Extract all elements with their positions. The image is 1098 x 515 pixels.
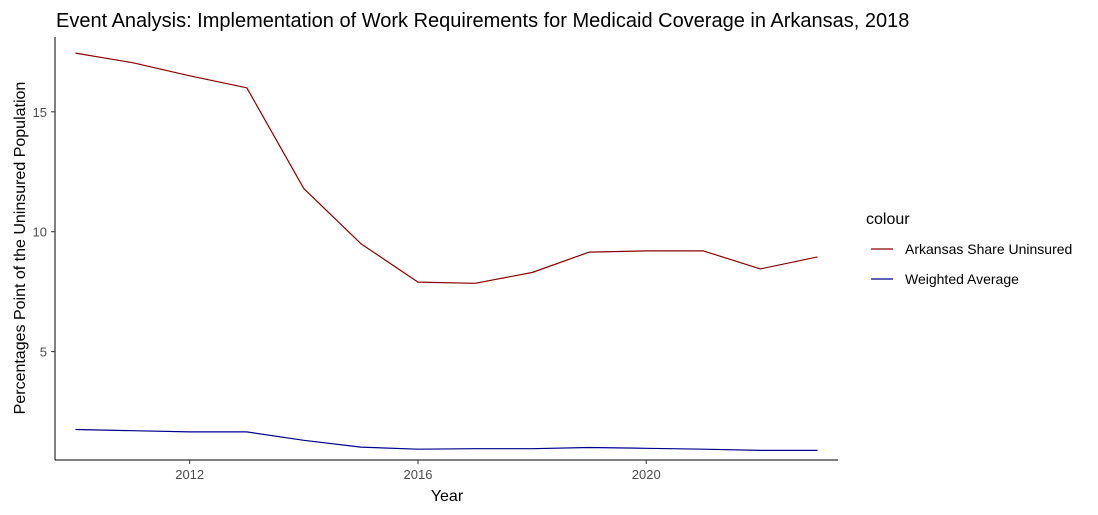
series-line-arkansas-share-uninsured	[75, 52, 818, 284]
y-axis-title: Percentages Point of the Uninsured Popul…	[12, 82, 29, 415]
x-axis-title: Year	[431, 488, 464, 505]
tick-layer: 2012 2016 2020 5 10 15	[33, 105, 661, 482]
legend-label: Weighted Average	[905, 271, 1019, 287]
y-tick-label: 15	[33, 105, 47, 120]
x-tick-label: 2012	[175, 467, 204, 482]
plot-area: 2012 2016 2020 5 10 15	[33, 37, 838, 482]
legend-items: Arkansas Share Uninsured Weighted Average	[871, 241, 1072, 287]
y-tick-label: 10	[33, 225, 47, 240]
series-line-weighted-average	[75, 428, 818, 451]
chart-title: Event Analysis: Implementation of Work R…	[56, 10, 909, 32]
x-tick-label: 2016	[404, 467, 433, 482]
legend-title: colour	[866, 211, 910, 228]
legend-label: Arkansas Share Uninsured	[905, 241, 1072, 257]
legend: colour Arkansas Share Uninsured Weighted …	[866, 211, 1072, 287]
series-layer	[75, 52, 818, 451]
x-tick-label: 2020	[632, 467, 661, 482]
y-tick-label: 5	[40, 345, 47, 360]
